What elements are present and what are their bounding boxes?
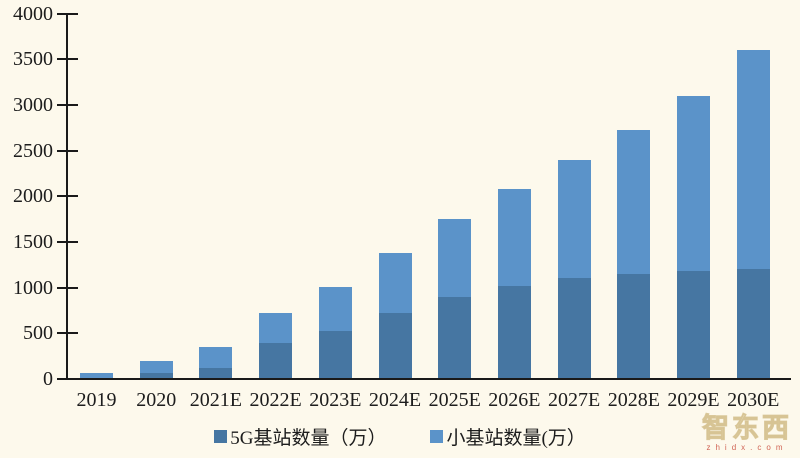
- legend-swatch-small-stations: [430, 430, 444, 443]
- bar-2030E-small-stations-segment: [736, 50, 770, 270]
- x-label-2030E: 2030E: [727, 389, 780, 411]
- bar-2025E: [438, 219, 472, 379]
- bar-2028E-5g-stations-segment: [617, 273, 651, 379]
- legend: 5G基站数量（万） 小基站数量(万）: [0, 423, 800, 450]
- x-label-2027E: 2027E: [547, 389, 601, 411]
- legend-item-5g-stations: 5G基站数量（万）: [214, 423, 386, 450]
- bar-2021E-5g-stations-segment: [199, 368, 233, 379]
- bar-2030E: [736, 50, 770, 379]
- bar-2023E-small-stations-segment: [318, 286, 352, 331]
- legend-label-5g-stations: 5G基站数量（万）: [230, 428, 387, 449]
- y-tick-label-4000: 4000: [13, 2, 53, 25]
- bar-2024E: [378, 252, 412, 379]
- y-tick-4000: [57, 12, 78, 15]
- legend-swatch-5g-stations: [214, 430, 228, 443]
- bar-2020-5g-stations-segment: [139, 372, 173, 379]
- bar-2027E-5g-stations-segment: [557, 278, 591, 379]
- y-tick-label-2500: 2500: [13, 139, 53, 162]
- x-label-2023E: 2023E: [309, 389, 362, 411]
- bar-2026E-5g-stations-segment: [497, 285, 531, 379]
- x-label-2028E: 2028E: [607, 389, 660, 411]
- y-tick-label-2000: 2000: [13, 185, 53, 208]
- bar-2030E-5g-stations-segment: [736, 269, 770, 379]
- legend-label-small-stations: 小基站数量(万）: [446, 428, 586, 449]
- y-tick-1000: [57, 286, 78, 289]
- bar-2027E: [557, 159, 591, 379]
- bar-2026E: [497, 188, 531, 379]
- bar-2026E-small-stations-segment: [497, 188, 531, 286]
- x-label-2019: 2019: [76, 389, 117, 411]
- y-tick-500: [57, 332, 78, 335]
- x-label-2029E: 2029E: [667, 389, 720, 411]
- x-axis-line: [57, 378, 791, 380]
- bar-2029E-small-stations-segment: [677, 95, 710, 272]
- bar-2021E-small-stations-segment: [199, 347, 233, 369]
- bar-2025E-small-stations-segment: [438, 219, 472, 297]
- x-label-2026E: 2026E: [488, 389, 541, 411]
- y-tick-2500: [57, 149, 78, 152]
- bar-2024E-5g-stations-segment: [378, 313, 412, 379]
- bar-2025E-5g-stations-segment: [438, 296, 472, 379]
- y-tick-label-1000: 1000: [13, 276, 53, 299]
- bar-2029E: [677, 95, 710, 379]
- bar-2022E-5g-stations-segment: [259, 343, 293, 379]
- bar-2028E: [617, 129, 651, 379]
- y-tick-label-3500: 3500: [13, 48, 53, 71]
- y-tick-label-500: 500: [23, 322, 53, 345]
- y-tick-label-3000: 3000: [13, 93, 53, 116]
- x-label-2022E: 2022E: [249, 389, 302, 411]
- bar-2022E-small-stations-segment: [259, 313, 293, 344]
- x-label-2024E: 2024E: [368, 389, 422, 411]
- bar-2028E-small-stations-segment: [617, 129, 651, 274]
- bar-2029E-5g-stations-segment: [677, 271, 710, 379]
- y-tick-2000: [57, 195, 78, 198]
- bar-2020: [139, 360, 173, 379]
- y-tick-3500: [57, 58, 78, 61]
- y-tick-label-1500: 1500: [13, 230, 53, 253]
- x-label-2021E: 2021E: [189, 389, 242, 411]
- y-tick-1500: [57, 240, 78, 243]
- bar-2019-small-stations-segment: [80, 373, 113, 378]
- bar-2023E: [318, 286, 352, 379]
- y-tick-3000: [57, 103, 78, 106]
- bar-2021E: [199, 347, 233, 379]
- bar-2023E-5g-stations-segment: [318, 330, 352, 379]
- bar-2022E: [259, 313, 293, 379]
- bar-2027E-small-stations-segment: [557, 159, 591, 279]
- legend-item-small-stations: 小基站数量(万）: [430, 423, 586, 450]
- bar-2024E-small-stations-segment: [378, 252, 412, 314]
- y-tick-label-0: 0: [43, 368, 53, 390]
- x-label-2020: 2020: [136, 389, 177, 411]
- x-label-2025E: 2025E: [428, 389, 481, 411]
- bar-2020-small-stations-segment: [139, 360, 173, 373]
